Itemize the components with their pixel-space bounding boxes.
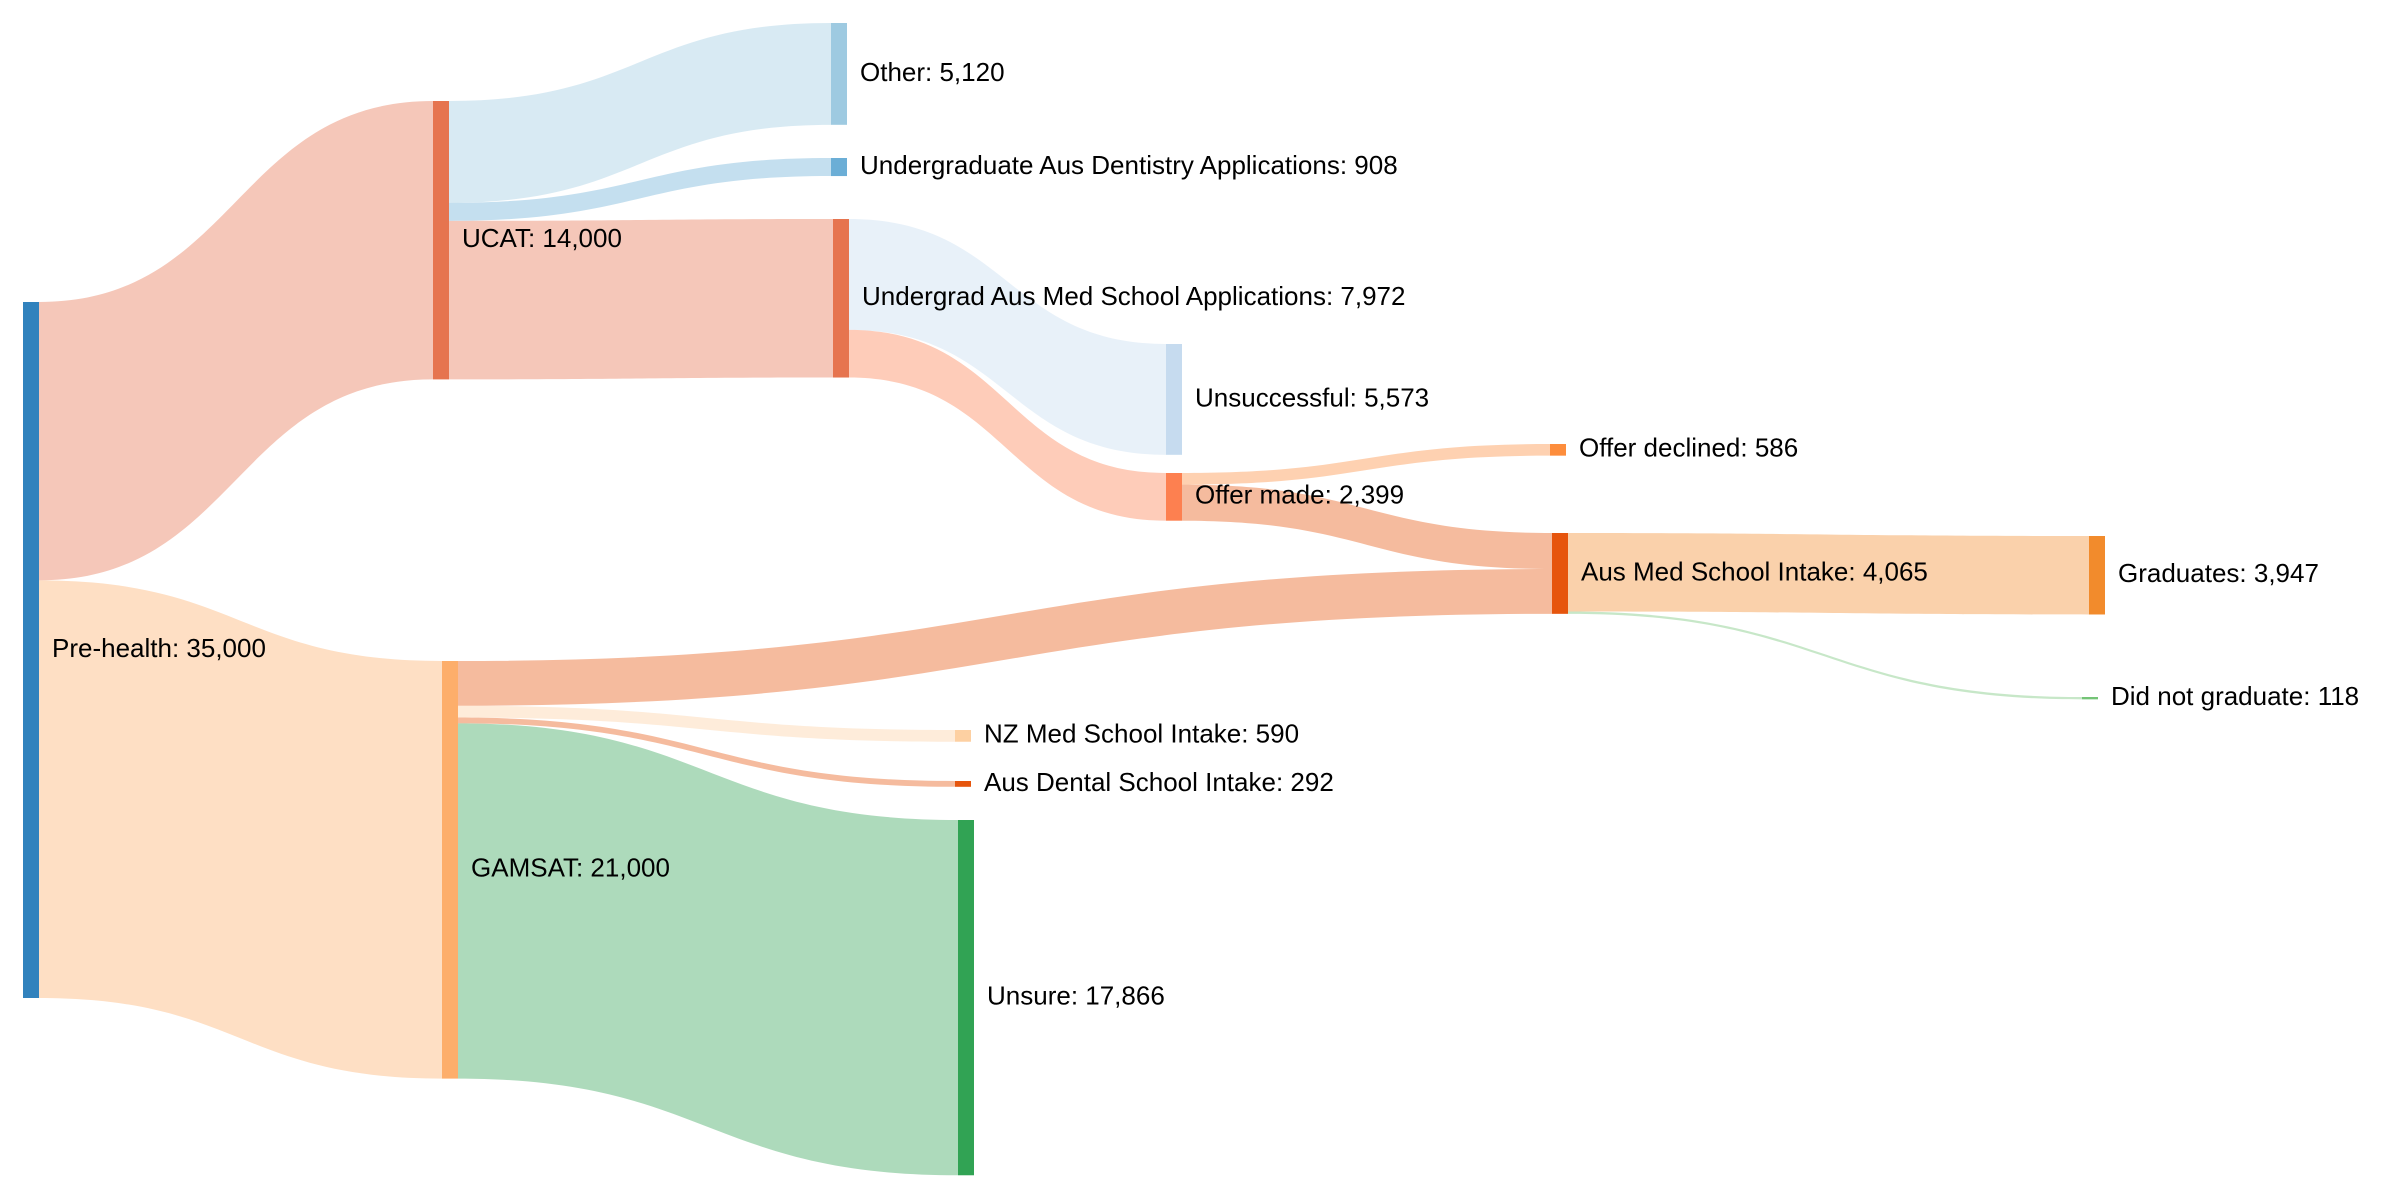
node-ausmed[interactable] — [1552, 533, 1568, 614]
link-ucat-to-other[interactable] — [449, 23, 831, 203]
node-label-graduates: Graduates: 3,947 — [2118, 558, 2319, 588]
link-ausmed-to-dng[interactable] — [1568, 611, 2082, 700]
node-label-ucat: UCAT: 14,000 — [462, 223, 622, 253]
link-ucat-to-dentapps[interactable] — [449, 158, 831, 221]
node-unsure[interactable] — [958, 820, 974, 1176]
node-nzmed[interactable] — [955, 730, 971, 742]
node-label-ausmed: Aus Med School Intake: 4,065 — [1581, 556, 1928, 586]
link-prehealth-to-gamsat[interactable] — [39, 580, 442, 1079]
node-label-unsuccessful: Unsuccessful: 5,573 — [1195, 382, 1429, 412]
node-label-prehealth: Pre-health: 35,000 — [52, 633, 266, 663]
node-label-dng: Did not graduate: 118 — [2111, 681, 2359, 711]
links-layer — [39, 23, 2089, 1176]
node-label-gamsat: GAMSAT: 21,000 — [471, 853, 670, 883]
link-prehealth-to-ucat[interactable] — [39, 101, 433, 581]
link-medapps-to-offer[interactable] — [849, 329, 1166, 521]
link-ucat-to-medapps[interactable] — [449, 219, 833, 380]
node-label-dentapps: Undergraduate Aus Dentistry Applications… — [860, 150, 1398, 180]
node-label-medapps: Undergrad Aus Med School Applications: 7… — [862, 281, 1405, 311]
node-label-declined: Offer declined: 586 — [1579, 433, 1798, 463]
node-dental[interactable] — [955, 781, 971, 787]
link-ausmed-to-graduates[interactable] — [1568, 533, 2089, 615]
node-gamsat[interactable] — [442, 661, 458, 1079]
node-medapps[interactable] — [833, 219, 849, 378]
node-ucat[interactable] — [433, 101, 449, 380]
node-graduates[interactable] — [2089, 536, 2105, 615]
link-medapps-to-unsuccessful[interactable] — [849, 219, 1166, 455]
node-label-dental: Aus Dental School Intake: 292 — [984, 767, 1334, 797]
node-label-unsure: Unsure: 17,866 — [987, 981, 1165, 1011]
link-gamsat-to-ausmed[interactable] — [458, 569, 1552, 706]
link-offer-to-ausmed[interactable] — [1182, 484, 1552, 570]
node-label-offer: Offer made: 2,399 — [1195, 480, 1404, 510]
node-declined[interactable] — [1550, 444, 1566, 456]
nodes-layer — [23, 23, 2105, 1176]
node-offer[interactable] — [1166, 473, 1182, 521]
link-gamsat-to-unsure[interactable] — [458, 723, 958, 1176]
node-other[interactable] — [831, 23, 847, 125]
link-gamsat-to-dental[interactable] — [458, 717, 955, 787]
node-label-other: Other: 5,120 — [860, 57, 1005, 87]
labels-layer: Pre-health: 35,000 UCAT: 14,000 GAMSAT: 21… — [52, 57, 2359, 1011]
node-dng[interactable] — [2082, 697, 2098, 700]
node-dentapps[interactable] — [831, 158, 847, 177]
link-gamsat-to-nzmed[interactable] — [458, 705, 955, 742]
node-prehealth[interactable] — [23, 302, 39, 998]
node-unsuccessful[interactable] — [1166, 344, 1182, 455]
node-label-nzmed: NZ Med School Intake: 590 — [984, 719, 1299, 749]
link-offer-to-declined[interactable] — [1182, 444, 1550, 485]
